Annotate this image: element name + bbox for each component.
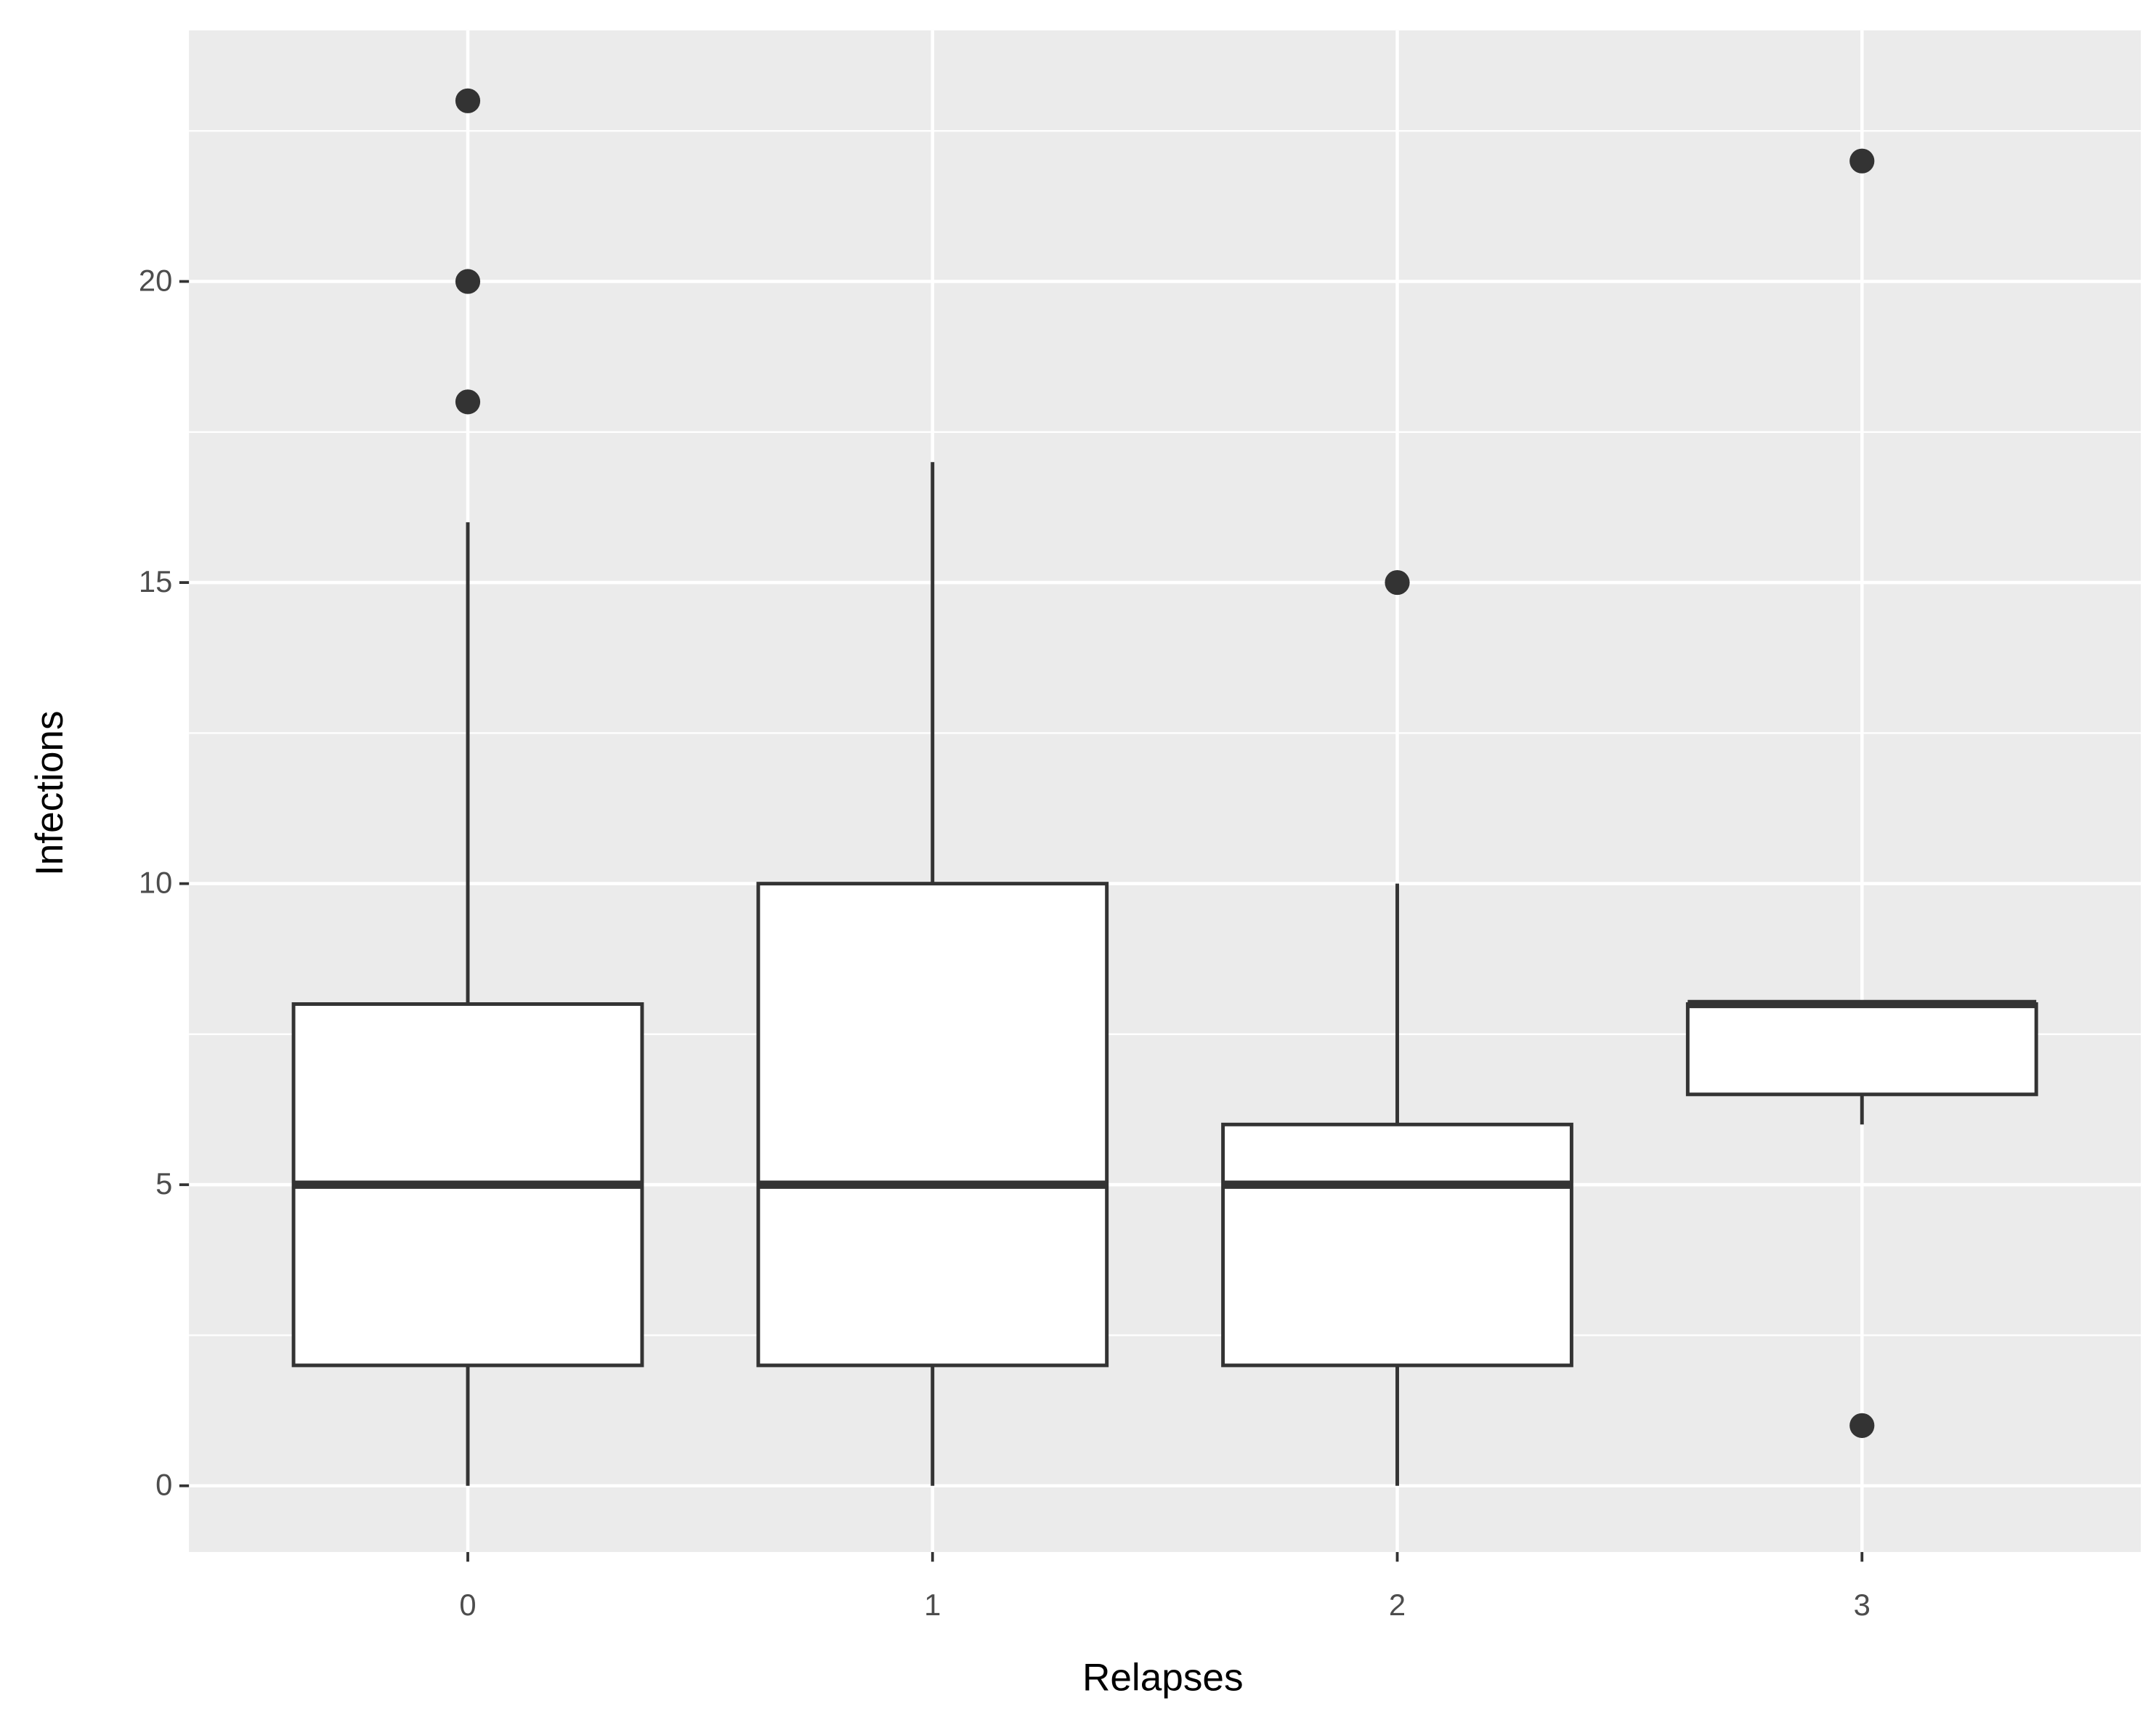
x-tick-label: 1 [924,1588,941,1622]
x-axis-title: Relapses [1082,1657,1244,1699]
y-tick-label: 0 [155,1468,172,1502]
y-tick-label: 10 [139,866,172,900]
y-tick-label: 5 [155,1166,172,1201]
outlier [1385,569,1410,596]
y-tick-label: 20 [139,263,172,297]
x-tick-label: 2 [1389,1588,1406,1622]
outlier [455,88,481,113]
outlier [455,269,481,294]
y-tick-label: 15 [139,564,172,598]
box [756,882,1109,1368]
x-tick-label: 0 [459,1588,476,1622]
outlier [455,389,481,415]
y-axis-title: Infections [28,710,71,876]
box [1685,1002,2038,1097]
outlier [1849,148,1875,174]
x-tick-label: 3 [1854,1588,1871,1622]
box [1221,1122,1573,1368]
outlier [1849,1413,1875,1438]
